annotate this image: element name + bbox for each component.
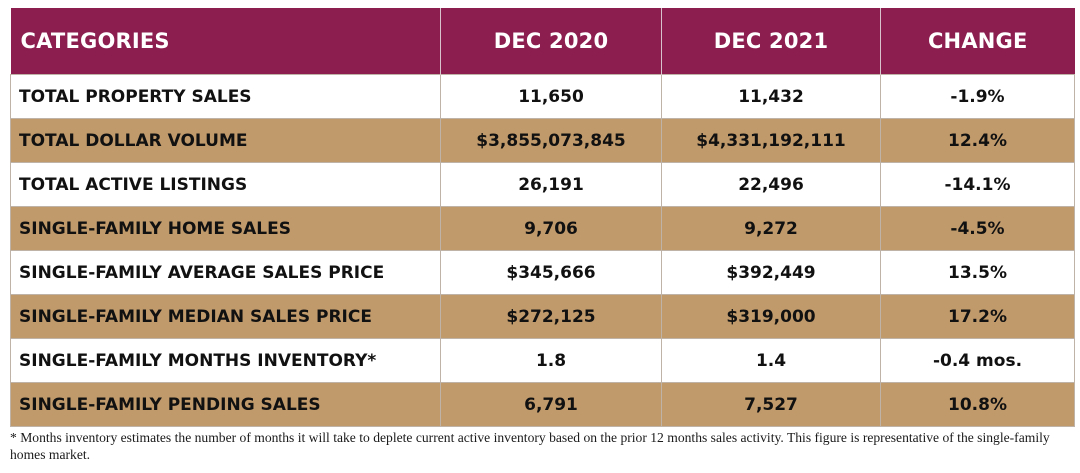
column-header-dec-2021: DEC 2021 [661,8,881,75]
table-row: TOTAL ACTIVE LISTINGS 26,191 22,496 -14.… [10,162,1075,207]
row-dec-2020-value: $272,125 [440,294,662,339]
row-change-value: 12.4% [880,118,1075,163]
table-row: TOTAL DOLLAR VOLUME $3,855,073,845 $4,33… [10,118,1075,163]
column-header-change: CHANGE [880,8,1075,75]
row-dec-2020-value: 26,191 [440,162,662,207]
table-row: SINGLE-FAMILY MEDIAN SALES PRICE $272,12… [10,294,1075,339]
table-row: SINGLE-FAMILY AVERAGE SALES PRICE $345,6… [10,250,1075,295]
row-dec-2021-value: 9,272 [661,206,881,251]
row-dec-2021-value: 1.4 [661,338,881,383]
row-dec-2021-value: $319,000 [661,294,881,339]
table-row: SINGLE-FAMILY MONTHS INVENTORY* 1.8 1.4 … [10,338,1075,383]
table-row: SINGLE-FAMILY HOME SALES 9,706 9,272 -4.… [10,206,1075,251]
row-change-value: -0.4 mos. [880,338,1075,383]
row-category: TOTAL ACTIVE LISTINGS [10,162,441,207]
market-stats-table: CATEGORIES DEC 2020 DEC 2021 CHANGE TOTA… [10,8,1075,427]
row-dec-2020-value: 6,791 [440,382,662,427]
row-category: TOTAL PROPERTY SALES [10,74,441,119]
months-inventory-footnote: * Months inventory estimates the number … [10,430,1050,462]
row-category: TOTAL DOLLAR VOLUME [10,118,441,163]
column-header-categories: CATEGORIES [10,8,441,75]
table-header-row: CATEGORIES DEC 2020 DEC 2021 CHANGE [10,8,1075,75]
row-dec-2020-value: $3,855,073,845 [440,118,662,163]
row-dec-2021-value: $4,331,192,111 [661,118,881,163]
table-row: SINGLE-FAMILY PENDING SALES 6,791 7,527 … [10,382,1075,427]
row-dec-2021-value: $392,449 [661,250,881,295]
row-change-value: 17.2% [880,294,1075,339]
row-change-value: -14.1% [880,162,1075,207]
row-category: SINGLE-FAMILY MONTHS INVENTORY* [10,338,441,383]
row-dec-2020-value: 1.8 [440,338,662,383]
row-change-value: 13.5% [880,250,1075,295]
column-header-dec-2020: DEC 2020 [440,8,662,75]
row-change-value: -1.9% [880,74,1075,119]
table-row: TOTAL PROPERTY SALES 11,650 11,432 -1.9% [10,74,1075,119]
row-change-value: -4.5% [880,206,1075,251]
row-dec-2021-value: 7,527 [661,382,881,427]
row-change-value: 10.8% [880,382,1075,427]
row-category: SINGLE-FAMILY AVERAGE SALES PRICE [10,250,441,295]
row-category: SINGLE-FAMILY MEDIAN SALES PRICE [10,294,441,339]
row-category: SINGLE-FAMILY HOME SALES [10,206,441,251]
row-category: SINGLE-FAMILY PENDING SALES [10,382,441,427]
row-dec-2021-value: 11,432 [661,74,881,119]
row-dec-2020-value: 11,650 [440,74,662,119]
row-dec-2020-value: 9,706 [440,206,662,251]
row-dec-2021-value: 22,496 [661,162,881,207]
row-dec-2020-value: $345,666 [440,250,662,295]
